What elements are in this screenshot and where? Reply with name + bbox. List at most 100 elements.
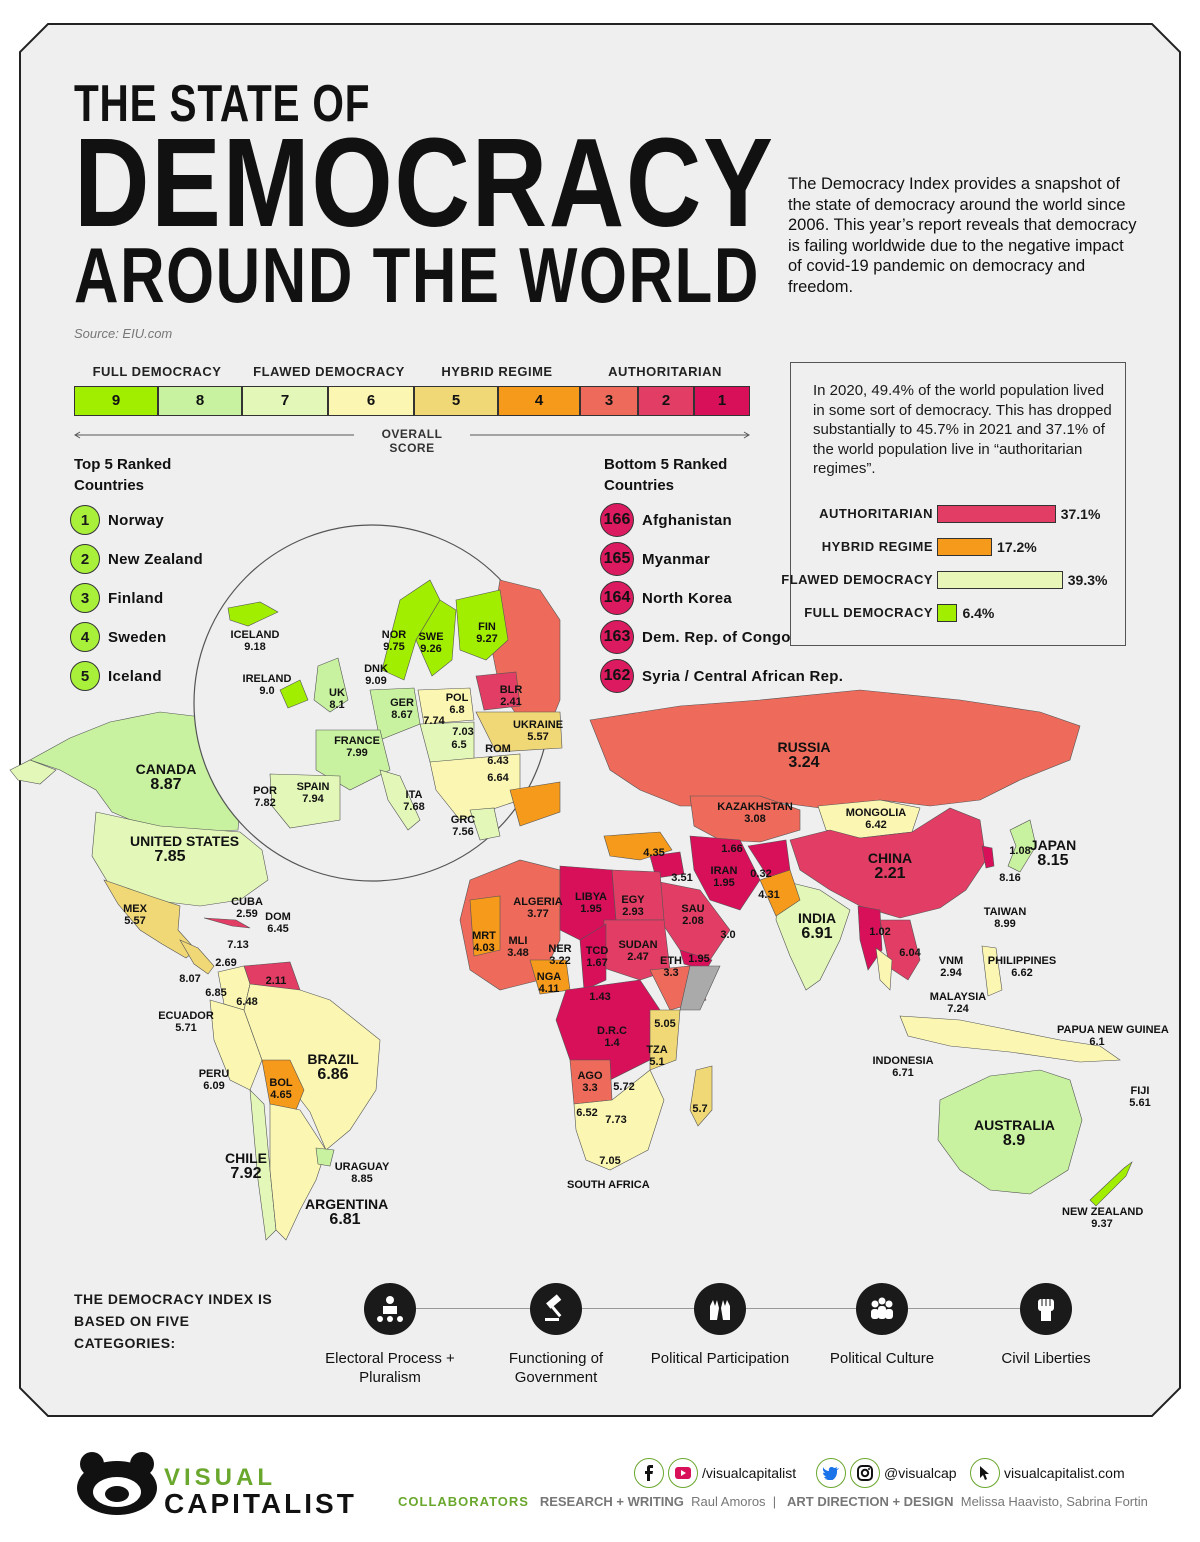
design-key: ART DIRECTION + DESIGN	[787, 1494, 954, 1509]
map-label: 3.51	[642, 872, 722, 885]
map-label: EGY 2.93	[593, 894, 673, 918]
legend-score-3: 3	[580, 386, 638, 416]
map-label-country: DNK	[364, 663, 388, 675]
legend-category-full: FULL DEMOCRACY	[92, 364, 222, 379]
map-label-score: 5.57	[527, 730, 549, 743]
map-label: 1.66	[692, 843, 772, 856]
map-label-country: MEX	[123, 903, 147, 915]
website-url[interactable]: visualcapitalist.com	[1004, 1465, 1125, 1481]
intro-text: The Democracy Index provides a snapshot …	[788, 175, 1137, 296]
category-item: Political Participation	[640, 1283, 800, 1368]
map-label: FRANCE 7.99	[317, 735, 397, 759]
map-label: 6.52	[547, 1107, 627, 1120]
map-label-country: ETH	[660, 955, 682, 967]
map-label: SUDAN 2.47	[598, 939, 678, 963]
map-label: RUSSIA 3.24	[764, 740, 844, 771]
raised-fist-icon	[1020, 1283, 1072, 1335]
map-label: 5.72	[584, 1081, 664, 1094]
map-label-score: 2.41	[500, 695, 522, 708]
social-handle-1[interactable]: /visualcapitalist	[702, 1465, 797, 1481]
map-label: FIJI 5.61	[1100, 1085, 1180, 1109]
population-bar	[937, 505, 1056, 523]
map-label-country: MONGOLIA	[845, 807, 907, 819]
map-label-country: POR	[253, 785, 277, 797]
youtube-icon[interactable]	[668, 1458, 698, 1488]
map-label-score: 6.86	[317, 1065, 349, 1083]
instagram-icon[interactable]	[850, 1458, 880, 1488]
twitter-icon[interactable]	[816, 1458, 846, 1488]
map-label-score: 6.48	[236, 996, 258, 1008]
map-label-score: 5.05	[654, 1018, 676, 1030]
map-label: LIBYA 1.95	[551, 891, 631, 915]
map-label-country: SUDAN	[618, 939, 658, 951]
social-facebook-youtube[interactable]: /visualcapitalist	[634, 1458, 796, 1488]
map-label-score: 8.07	[179, 973, 201, 985]
map-label-score: 7.56	[452, 825, 474, 838]
map-label-score: 5.61	[1129, 1096, 1151, 1109]
map-label: 4.31	[729, 889, 809, 902]
research-value: Raul Amoros	[691, 1494, 766, 1509]
map-label-country: AGO	[577, 1070, 603, 1082]
rank-country: Iceland	[108, 667, 162, 685]
map-label-score: 5.71	[175, 1021, 197, 1034]
map-label-score: 2.59	[236, 907, 258, 920]
map-label-country: PHILIPPINES	[987, 955, 1057, 967]
social-twitter-instagram[interactable]: @visualcap	[816, 1458, 957, 1488]
map-label-country: ECUADOR	[158, 1010, 214, 1022]
map-label: SWE 9.26	[391, 631, 471, 655]
map-label: ITA 7.68	[374, 789, 454, 813]
map-label-score: 7.74	[423, 715, 445, 727]
overall-score-label: OVERALL SCORE	[381, 427, 443, 455]
map-label: ALGERIA 3.77	[498, 896, 578, 920]
map-label-score: 9.75	[383, 640, 405, 653]
legend-score-9: 9	[74, 386, 158, 416]
category-name: Electoral Process + Pluralism	[325, 1350, 455, 1386]
map-label-score: 6.85	[205, 987, 227, 999]
brand-word-visual: VISUAL	[164, 1464, 277, 1491]
map-label: 8.07	[150, 973, 230, 986]
map-label: ROM 6.43	[458, 743, 538, 767]
map-label: GER 8.67	[362, 697, 442, 721]
rank-badge: 4	[70, 622, 100, 652]
bottom-rank-row: 164 North Korea	[600, 581, 732, 615]
map-label-country: URAGUAY	[334, 1161, 390, 1173]
map-label-score: 1.02	[869, 926, 891, 938]
cursor-icon[interactable]	[970, 1458, 1000, 1488]
map-label: 1.08	[980, 845, 1060, 858]
top5-heading: Top 5 Ranked Countries	[74, 456, 172, 494]
research-key: RESEARCH + WRITING	[539, 1494, 684, 1509]
map-label: PAPUA NEW GUINEA 6.1	[1057, 1024, 1169, 1048]
map-label-country: BRAZIL	[307, 1051, 359, 1067]
social-handle-2[interactable]: @visualcap	[884, 1465, 957, 1481]
map-label: 8.16	[970, 872, 1050, 885]
facebook-icon[interactable]	[634, 1458, 664, 1488]
website-link[interactable]: visualcapitalist.com	[970, 1458, 1125, 1488]
map-label: 5.05	[625, 1018, 705, 1031]
map-label: CANADA 8.87	[126, 762, 206, 793]
map-label: ECUADOR 5.71	[146, 1010, 226, 1034]
map-label-country: DOM	[265, 911, 291, 923]
legend-score-2: 2	[638, 386, 694, 416]
map-label-country: UNITED STATES	[130, 833, 240, 849]
rank-badge: 162	[600, 659, 634, 693]
map-label-score: 5.7	[692, 1103, 708, 1115]
map-label: ETH 3.3	[631, 955, 711, 979]
legend-score-8: 8	[158, 386, 242, 416]
map-label-score: 2.93	[622, 905, 644, 918]
gavel-icon	[530, 1283, 582, 1335]
map-label: MALAYSIA 7.24	[918, 991, 998, 1015]
map-label-score: 1.67	[586, 956, 608, 969]
legend-score-4: 4	[498, 386, 580, 416]
map-label-score: 4.35	[643, 847, 665, 859]
population-bar-label: FULL DEMOCRACY	[804, 605, 933, 620]
rank-badge: 166	[600, 503, 634, 537]
map-label-score: 3.3	[663, 966, 679, 979]
map-label-score: 2.08	[682, 914, 704, 927]
legend-score-7: 7	[242, 386, 328, 416]
map-label-score: 3.77	[527, 907, 549, 920]
map-label: BRAZIL 6.86	[293, 1052, 373, 1083]
top-rank-row: 1 Norway	[70, 505, 164, 535]
map-label-score: 0.32	[750, 868, 772, 880]
map-label: 2.11	[236, 975, 316, 988]
map-label-score: 1.95	[688, 953, 710, 965]
